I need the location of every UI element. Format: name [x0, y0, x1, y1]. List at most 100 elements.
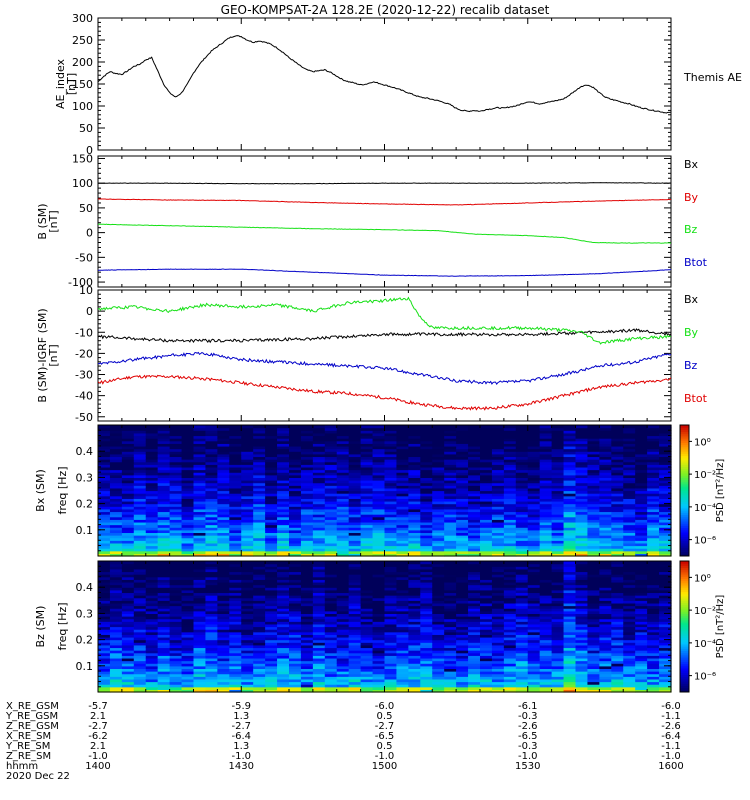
psd-cell	[611, 451, 624, 455]
psd-cell	[121, 545, 135, 549]
psd-cell	[527, 508, 541, 513]
psd-cell	[205, 443, 218, 447]
psd-cell	[456, 527, 469, 531]
psd-cell	[121, 589, 135, 594]
psd-cell	[563, 469, 577, 473]
psd-cell	[336, 571, 350, 575]
psd-cell	[444, 514, 457, 518]
psd-cell	[420, 466, 433, 471]
psd-cell	[623, 511, 636, 515]
psd-cell	[336, 550, 350, 554]
psd-cell	[515, 631, 529, 635]
psd-cell	[157, 563, 171, 567]
psd-cell	[336, 613, 350, 617]
psd-cell	[372, 660, 386, 664]
psd-cell	[527, 561, 541, 565]
psd-cell	[109, 487, 123, 492]
psd-cell	[229, 631, 242, 635]
psd-cell	[98, 600, 111, 604]
psd-cell	[515, 540, 529, 544]
psd-cell	[444, 540, 457, 544]
psd-cell	[468, 613, 481, 617]
psd-cell	[98, 498, 111, 502]
psd-cell	[336, 574, 350, 578]
psd-cell	[480, 621, 493, 625]
psd-cell	[647, 474, 660, 478]
psd-cell	[229, 477, 242, 481]
psd-cell	[539, 613, 553, 617]
psd-cell	[181, 678, 195, 683]
psd-cell	[324, 602, 338, 607]
psd-cell	[575, 451, 589, 455]
psd-cell	[563, 589, 577, 594]
psd-cell	[157, 485, 171, 489]
psd-cell	[384, 600, 398, 604]
psd-cell	[241, 550, 254, 554]
psd-cell	[563, 605, 577, 609]
psd-cell	[348, 548, 362, 552]
psd-cell	[277, 665, 290, 670]
psd-cell	[157, 650, 171, 654]
psd-cell	[205, 469, 218, 473]
psd-cell	[336, 440, 350, 444]
psd-cell	[468, 681, 481, 685]
psd-cell	[98, 540, 111, 544]
psd-cell	[563, 459, 577, 463]
psd-cell	[324, 568, 338, 573]
colorbar-segment	[680, 501, 689, 505]
psd-cell	[348, 545, 362, 549]
psd-cell	[181, 464, 195, 468]
psd-cell	[468, 566, 481, 570]
psd-cell	[551, 466, 565, 471]
psd-cell	[384, 566, 398, 570]
psd-cell	[169, 636, 183, 641]
psd-cell	[611, 425, 624, 429]
psd-cell	[145, 673, 159, 677]
psd-cell	[563, 464, 577, 468]
psd-cell	[456, 639, 469, 643]
psd-cell	[145, 584, 159, 588]
psd-cell	[360, 608, 374, 612]
psd-cell	[623, 477, 636, 481]
psd-cell	[659, 474, 672, 478]
psd-cell	[623, 498, 636, 502]
psd-cell	[420, 636, 433, 641]
psd-cell	[456, 451, 469, 455]
psd-cell	[181, 482, 195, 486]
psd-cell	[229, 616, 242, 620]
psd-cell	[289, 474, 302, 478]
psd-cell	[587, 432, 600, 437]
psd-cell	[539, 474, 553, 478]
psd-cell	[456, 576, 469, 580]
psd-cell	[491, 665, 505, 670]
psd-cell	[253, 626, 266, 630]
psd-cell	[647, 537, 660, 541]
psd-cell	[408, 563, 421, 567]
psd-cell	[611, 485, 624, 489]
psd-cell	[396, 430, 409, 434]
colorbar-segment	[680, 518, 689, 522]
psd-cell	[109, 459, 123, 463]
psd-cell	[444, 636, 457, 641]
psd-cell	[193, 663, 207, 667]
psd-cell	[563, 660, 577, 664]
psd-cell	[348, 600, 362, 604]
psd-cell	[229, 464, 242, 468]
psd-cell	[205, 689, 218, 693]
psd-cell	[109, 493, 123, 497]
psd-cell	[193, 480, 207, 484]
psd-cell	[289, 511, 302, 515]
psd-cell	[384, 456, 398, 460]
psd-cell	[408, 574, 421, 578]
psd-cell	[121, 665, 135, 670]
psd-cell	[289, 655, 302, 659]
psd-cell	[289, 435, 302, 439]
psd-cell	[623, 490, 636, 494]
psd-cell	[372, 487, 386, 492]
psd-cell	[647, 550, 660, 554]
psd-cell	[491, 689, 505, 693]
psd-cell	[408, 498, 421, 502]
psd-cell	[193, 542, 207, 547]
psd-cell	[396, 647, 409, 651]
psd-cell	[121, 430, 135, 434]
